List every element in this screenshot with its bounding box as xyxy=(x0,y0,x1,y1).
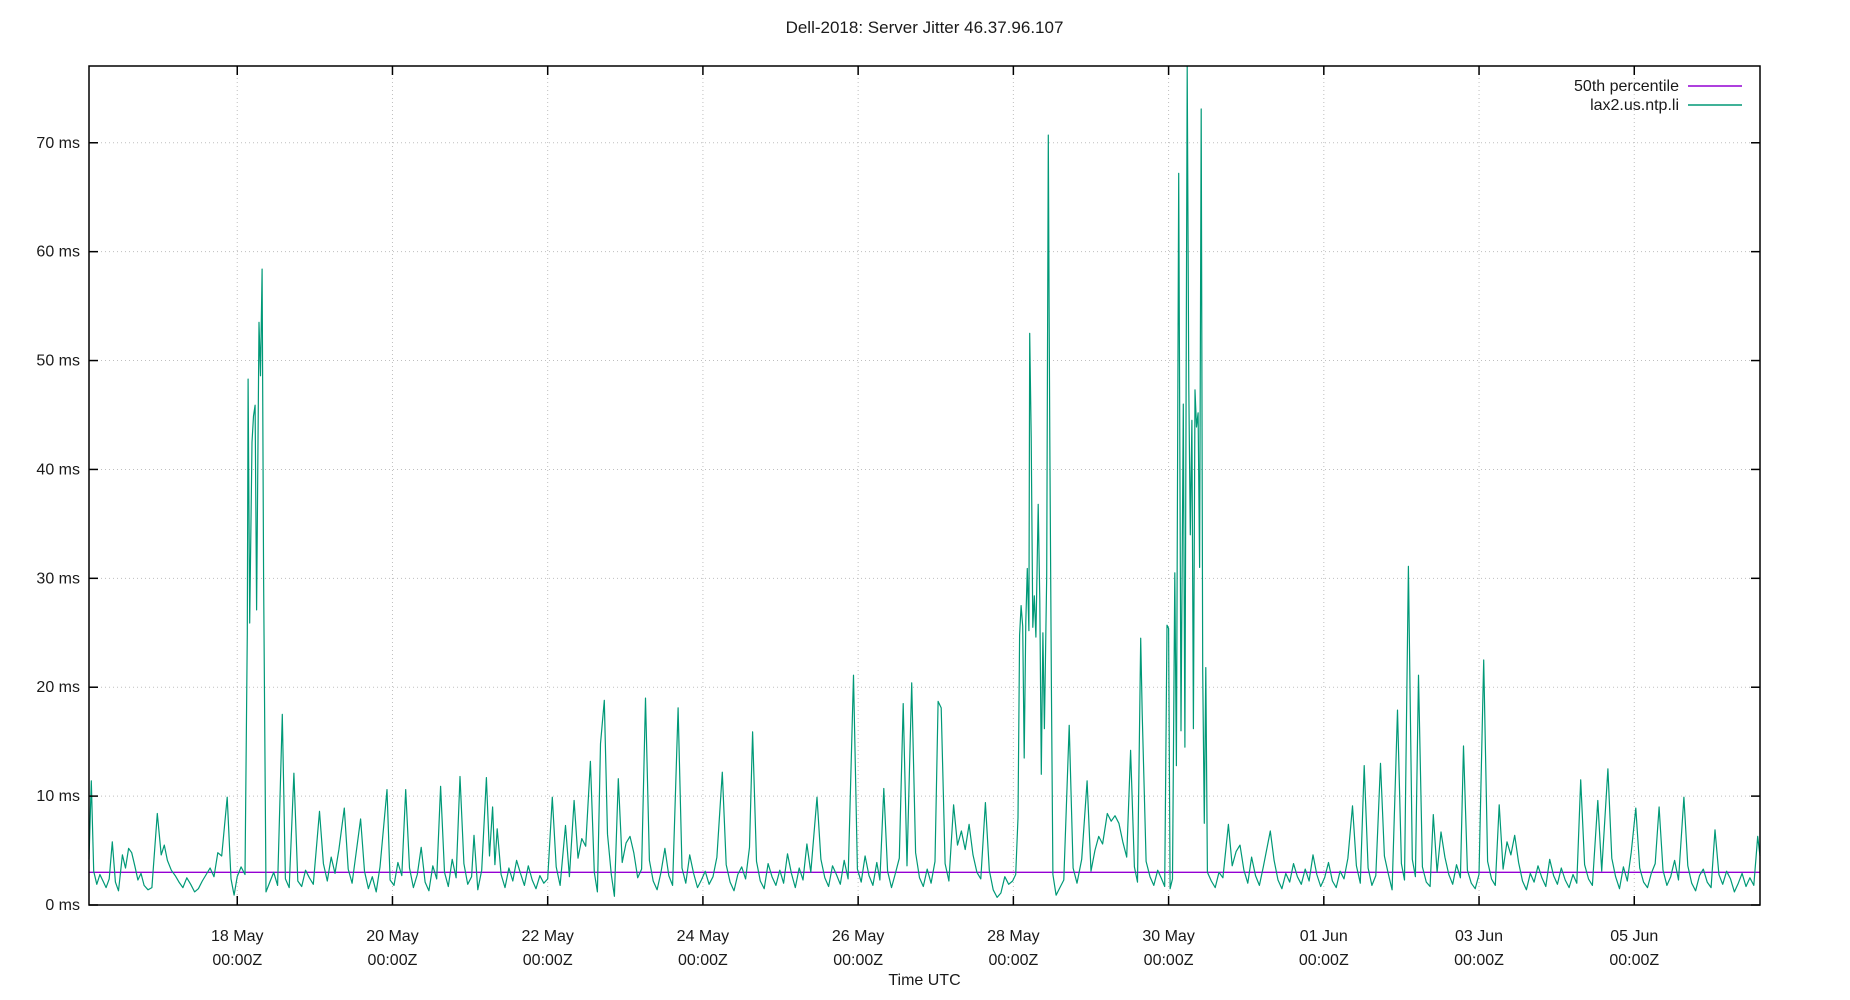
x-tick-label: 20 May xyxy=(366,928,418,945)
x-tick-label: 22 May xyxy=(521,928,573,945)
y-tick-label: 30 ms xyxy=(36,570,80,587)
x-tick-sublabel: 00:00Z xyxy=(523,952,573,969)
x-tick-sublabel: 00:00Z xyxy=(1144,952,1194,969)
x-tick-sublabel: 00:00Z xyxy=(1609,952,1659,969)
legend-label: lax2.us.ntp.li xyxy=(1590,97,1679,114)
x-tick-label: 28 May xyxy=(987,928,1039,945)
x-tick-sublabel: 00:00Z xyxy=(988,952,1038,969)
x-tick-sublabel: 00:00Z xyxy=(212,952,262,969)
x-tick-label: 18 May xyxy=(211,928,263,945)
chart-title: Dell-2018: Server Jitter 46.37.96.107 xyxy=(785,18,1064,37)
y-tick-label: 10 ms xyxy=(36,788,80,805)
y-tick-label: 70 ms xyxy=(36,135,80,152)
y-tick-label: 0 ms xyxy=(45,897,80,914)
x-tick-label: 01 Jun xyxy=(1300,928,1348,945)
x-tick-label: 26 May xyxy=(832,928,884,945)
x-tick-label: 30 May xyxy=(1142,928,1194,945)
x-tick-sublabel: 00:00Z xyxy=(1454,952,1504,969)
x-tick-label: 24 May xyxy=(677,928,729,945)
y-tick-label: 60 ms xyxy=(36,244,80,261)
plot-border xyxy=(88,65,1761,906)
x-tick-sublabel: 00:00Z xyxy=(368,952,418,969)
x-tick-sublabel: 00:00Z xyxy=(1299,952,1349,969)
y-tick-label: 50 ms xyxy=(36,353,80,370)
y-tick-label: 40 ms xyxy=(36,461,80,478)
series-line xyxy=(88,65,1761,899)
x-tick-sublabel: 00:00Z xyxy=(833,952,883,969)
y-tick-label: 20 ms xyxy=(36,679,80,696)
legend-label: 50th percentile xyxy=(1574,78,1679,95)
x-axis-title: Time UTC xyxy=(888,972,961,989)
x-tick-label: 03 Jun xyxy=(1455,928,1503,945)
x-tick-label: 05 Jun xyxy=(1610,928,1658,945)
x-tick-sublabel: 00:00Z xyxy=(678,952,728,969)
